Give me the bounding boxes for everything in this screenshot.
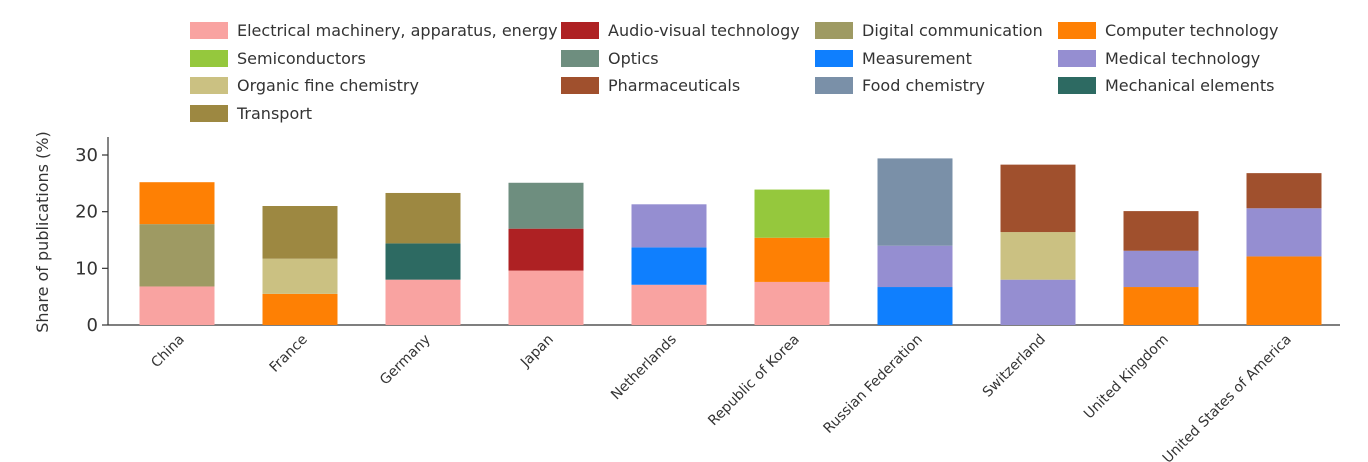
legend-swatch [815,22,853,39]
y-tick-label: 0 [87,315,98,336]
bar-segment-medical-technology [631,204,707,248]
legend-item-optics: Optics [561,49,659,68]
legend-item-digital-communication: Digital communication [815,21,1043,40]
bar-segment-computer-technology [754,237,830,282]
y-axis-ticks: 0 10 20 30 [75,145,108,336]
bar-segment-organic-fine-chemistry [262,258,338,294]
legend-swatch [190,77,228,94]
bar-segment-digital-communication [139,224,215,287]
legend-item-audio-visual-technology: Audio-visual technology [561,21,800,40]
legend-item-transport: Transport [190,104,312,123]
bar-segment-measurement [877,287,953,325]
bar-segment-semiconductors [754,189,830,238]
legend-label: Mechanical elements [1105,76,1274,95]
bar-segment-audio-visual-technology [508,228,584,271]
x-tick-label: Republic of Korea [705,332,803,430]
bar-segment-electrical-machinery-apparatus-energy [508,270,584,325]
legend-label: Semiconductors [237,49,366,68]
legend-label: Digital communication [862,21,1043,40]
legend-item-measurement: Measurement [815,49,972,68]
legend-item-electrical-machinery-apparatus-energy: Electrical machinery, apparatus, energy [190,21,558,40]
legend-label: Electrical machinery, apparatus, energy [237,21,558,40]
bar-segment-electrical-machinery-apparatus-energy [385,279,461,325]
legend-swatch [1058,50,1096,67]
legend-label: Transport [236,104,312,123]
bar-segment-computer-technology [1246,256,1322,325]
bar-segment-medical-technology [1000,279,1076,325]
bar-segment-food-chemistry [877,158,953,246]
legend-label: Food chemistry [862,76,985,95]
x-tick-label: Germany [377,332,434,389]
legend: Electrical machinery, apparatus, energy A… [190,21,1278,123]
legend-label: Pharmaceuticals [608,76,740,95]
legend-label: Organic fine chemistry [237,76,419,95]
legend-label: Measurement [862,49,972,68]
legend-label: Audio-visual technology [608,21,800,40]
bar-segment-computer-technology [1123,287,1199,325]
x-tick-label: United States of America [1160,332,1295,462]
legend-label: Optics [608,49,659,68]
x-tick-label: China [148,332,188,372]
x-axis-labels: China France Germany Japan Netherlands Republ… [148,332,1295,462]
bar-segment-electrical-machinery-apparatus-energy [139,286,215,325]
legend-swatch [1058,22,1096,39]
legend-swatch [190,105,228,122]
legend-swatch [1058,77,1096,94]
x-tick-label: Switzerland [980,332,1049,401]
legend-item-food-chemistry: Food chemistry [815,76,985,95]
legend-item-semiconductors: Semiconductors [190,49,366,68]
y-tick-label: 30 [75,145,98,166]
bar-segment-pharmaceuticals [1123,211,1199,251]
plot-area: 0 10 20 30 China France Germany Japan Netherlan… [75,137,1340,462]
bar-segment-organic-fine-chemistry [1000,232,1076,280]
bar-segment-electrical-machinery-apparatus-energy [754,281,830,325]
bar-segment-measurement [631,247,707,285]
legend-swatch [561,77,599,94]
bar-segment-computer-technology [262,293,338,325]
bar-segment-medical-technology [1123,250,1199,288]
legend-swatch [815,50,853,67]
legend-item-mechanical-elements: Mechanical elements [1058,76,1274,95]
bar-segment-computer-technology [139,182,215,225]
legend-item-organic-fine-chemistry: Organic fine chemistry [190,76,419,95]
bar-segment-medical-technology [1246,208,1322,257]
bar-segment-medical-technology [877,245,953,288]
x-tick-label: France [267,332,311,376]
y-tick-label: 10 [75,258,98,279]
bar-segment-mechanical-elements [385,243,461,280]
legend-swatch [561,50,599,67]
bar-segment-electrical-machinery-apparatus-energy [631,284,707,325]
bars [139,158,1322,325]
legend-label: Computer technology [1105,21,1278,40]
bar-segment-transport [262,206,338,259]
legend-label: Medical technology [1105,49,1260,68]
y-tick-label: 20 [75,202,98,223]
legend-item-pharmaceuticals: Pharmaceuticals [561,76,740,95]
legend-swatch [190,22,228,39]
bar-segment-pharmaceuticals [1000,164,1076,233]
bar-segment-transport [385,192,461,244]
x-tick-label: Netherlands [608,332,680,404]
x-tick-label: Russian Federation [821,332,926,437]
x-tick-label: Japan [517,332,557,372]
y-axis-title: Share of publications (%) [33,131,52,332]
x-tick-label: United Kingdom [1081,332,1172,423]
legend-swatch [190,50,228,67]
bar-segment-pharmaceuticals [1246,173,1322,209]
bar-segment-optics [508,182,584,229]
legend-swatch [815,77,853,94]
legend-swatch [561,22,599,39]
legend-item-computer-technology: Computer technology [1058,21,1278,40]
legend-item-medical-technology: Medical technology [1058,49,1260,68]
